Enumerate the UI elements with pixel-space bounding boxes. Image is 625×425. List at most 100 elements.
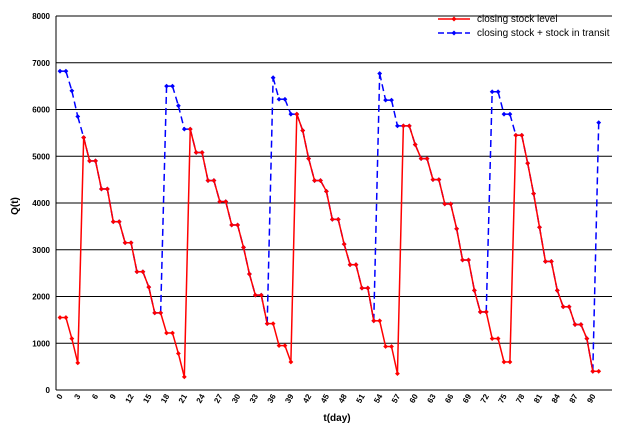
point-closing bbox=[199, 150, 205, 155]
point-closing bbox=[247, 271, 252, 277]
segment-transit bbox=[177, 105, 186, 130]
segment-closing bbox=[568, 306, 576, 325]
point-closing bbox=[525, 160, 531, 166]
segment-closing bbox=[355, 264, 363, 289]
x-axis-title: t(day) bbox=[323, 413, 350, 424]
point-closing bbox=[122, 240, 128, 246]
y-tick-label: 7000 bbox=[32, 59, 50, 68]
x-tick-label: 90 bbox=[585, 392, 598, 405]
axes bbox=[55, 16, 612, 391]
segment-closing bbox=[77, 137, 85, 363]
legend: closing stock level closing stock + stoc… bbox=[438, 14, 610, 39]
point-transit bbox=[596, 120, 602, 125]
x-tick-label: 48 bbox=[337, 392, 350, 405]
y-tick-label: 3000 bbox=[32, 246, 50, 255]
segment-closing bbox=[538, 227, 547, 262]
segment-transit bbox=[509, 113, 517, 136]
segment-closing bbox=[438, 179, 446, 205]
segment-closing bbox=[532, 193, 541, 228]
segment-closing bbox=[455, 228, 464, 261]
segment-transit bbox=[272, 77, 280, 100]
point-closing bbox=[264, 321, 270, 327]
segment-transit bbox=[266, 77, 274, 324]
x-tick-label: 21 bbox=[177, 392, 190, 405]
segment-closing bbox=[319, 180, 328, 192]
segment-transit bbox=[485, 91, 493, 312]
point-closing bbox=[187, 126, 193, 132]
point-closing bbox=[501, 359, 507, 365]
segment-closing bbox=[82, 137, 91, 162]
legend-label-closing: closing stock level bbox=[477, 14, 558, 25]
point-closing bbox=[104, 186, 110, 192]
point-closing bbox=[377, 318, 383, 324]
segment-closing bbox=[171, 332, 180, 354]
segment-closing bbox=[449, 203, 458, 229]
point-transit bbox=[495, 89, 501, 95]
x-tick-label: 78 bbox=[514, 392, 527, 405]
y-tick-label: 8000 bbox=[32, 12, 50, 21]
point-closing bbox=[406, 123, 412, 129]
segment-transit bbox=[159, 86, 168, 313]
x-tick-label: 0 bbox=[55, 392, 65, 401]
x-tick-label: 45 bbox=[319, 392, 332, 405]
point-closing bbox=[75, 360, 81, 366]
point-closing bbox=[217, 199, 223, 204]
point-closing bbox=[57, 315, 63, 320]
segment-closing bbox=[473, 290, 482, 313]
point-transit bbox=[389, 97, 394, 103]
segment-closing bbox=[485, 311, 493, 339]
point-closing bbox=[430, 177, 436, 183]
point-transit bbox=[383, 97, 388, 103]
x-tick-label: 24 bbox=[195, 392, 208, 405]
point-closing bbox=[572, 322, 578, 327]
segment-closing bbox=[290, 114, 298, 362]
point-closing bbox=[306, 156, 312, 161]
segment-closing bbox=[390, 346, 399, 374]
y-tick-label: 6000 bbox=[32, 106, 50, 115]
y-tick-label: 0 bbox=[46, 386, 51, 395]
point-closing bbox=[282, 343, 288, 348]
point-closing bbox=[365, 285, 371, 291]
point-transit bbox=[57, 68, 63, 74]
series-closing bbox=[57, 111, 602, 380]
x-tick-label: 27 bbox=[212, 392, 225, 405]
y-tick-labels: 0 1000 2000 3000 4000 5000 6000 7000 8000 bbox=[32, 12, 50, 395]
point-closing bbox=[205, 178, 211, 183]
segment-closing bbox=[337, 219, 345, 245]
x-tick-label: 54 bbox=[372, 392, 385, 405]
segment-closing bbox=[242, 247, 251, 275]
segment-closing bbox=[497, 338, 505, 363]
segment-transit bbox=[171, 85, 180, 106]
y-tick-label: 1000 bbox=[32, 339, 50, 348]
point-closing bbox=[566, 304, 572, 310]
point-transit bbox=[288, 111, 294, 117]
point-closing bbox=[193, 150, 199, 155]
segment-transit bbox=[497, 91, 505, 115]
point-transit bbox=[282, 96, 288, 102]
x-tick-label: 69 bbox=[461, 392, 474, 405]
point-closing bbox=[442, 201, 448, 207]
point-transit bbox=[507, 111, 513, 117]
point-closing bbox=[170, 330, 175, 336]
legend-label-transit: closing stock + stock in transit bbox=[477, 28, 610, 39]
segment-closing bbox=[183, 129, 191, 377]
point-closing bbox=[276, 343, 282, 348]
x-tick-label: 15 bbox=[141, 392, 154, 405]
segment-closing bbox=[142, 271, 150, 288]
x-tick-label: 66 bbox=[443, 392, 456, 405]
point-closing bbox=[531, 191, 536, 197]
segment-closing bbox=[189, 128, 197, 153]
point-closing bbox=[181, 374, 187, 380]
x-tick-label: 75 bbox=[496, 392, 509, 405]
point-closing bbox=[513, 132, 519, 138]
point-closing bbox=[454, 226, 460, 232]
point-closing bbox=[93, 158, 98, 164]
point-transit bbox=[181, 126, 187, 132]
point-closing bbox=[288, 359, 294, 365]
point-closing bbox=[507, 359, 513, 365]
point-transit bbox=[69, 88, 75, 94]
series-layer bbox=[57, 68, 602, 380]
point-closing bbox=[69, 336, 75, 341]
x-tick-label: 9 bbox=[108, 392, 118, 401]
